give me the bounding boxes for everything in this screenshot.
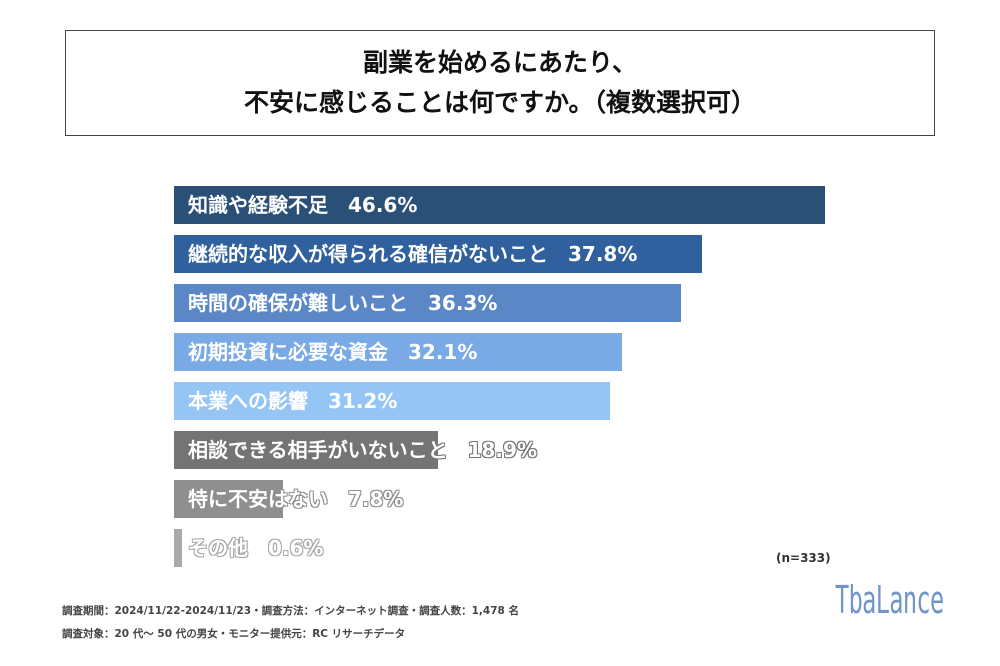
title-line-1: 副業を始めるにあたり、 [362, 48, 637, 77]
title-line-2: 不安に感じることは何ですか。（複数選択可） [243, 88, 756, 117]
chart-title: 副業を始めるにあたり、 不安に感じることは何ですか。（複数選択可） [65, 30, 935, 136]
bar-6 [174, 480, 283, 518]
bar-label-5: 相談できる相手がいないこと 18.9% [188, 438, 537, 462]
bar-2 [174, 284, 682, 322]
bar-label-7: その他 0.6% [188, 536, 324, 560]
bar-label-3: 初期投資に必要な資金 32.1% [188, 340, 478, 364]
bar-5 [174, 431, 439, 469]
bar-label-6: 特に不安はない 7.8% [188, 487, 404, 511]
bar-0 [174, 186, 825, 224]
bar-1 [174, 235, 703, 273]
bar-label-1: 継続的な収入が得られる確信がないこと 37.8% [188, 242, 638, 266]
bar-label-4: 本業への影響 31.2% [188, 389, 398, 413]
bar-3 [174, 333, 623, 371]
bar-7 [174, 529, 183, 567]
bar-label-0: 知識や経験不足 46.6% [188, 193, 418, 217]
survey-info-line-1: 調査期間：2024/11/22-2024/11/23・調査方法：インターネット調… [62, 605, 519, 617]
bar-label-2: 時間の確保が難しいこと 36.3% [188, 291, 498, 315]
sample-size-note: (n=333) [776, 551, 831, 565]
bar-4 [174, 382, 610, 420]
tbalance-logo: TbaLance [835, 578, 944, 622]
survey-info-line-2: 調査対象：20 代～ 50 代の男女・モニター提供元：RC リサーチデータ [62, 628, 406, 640]
